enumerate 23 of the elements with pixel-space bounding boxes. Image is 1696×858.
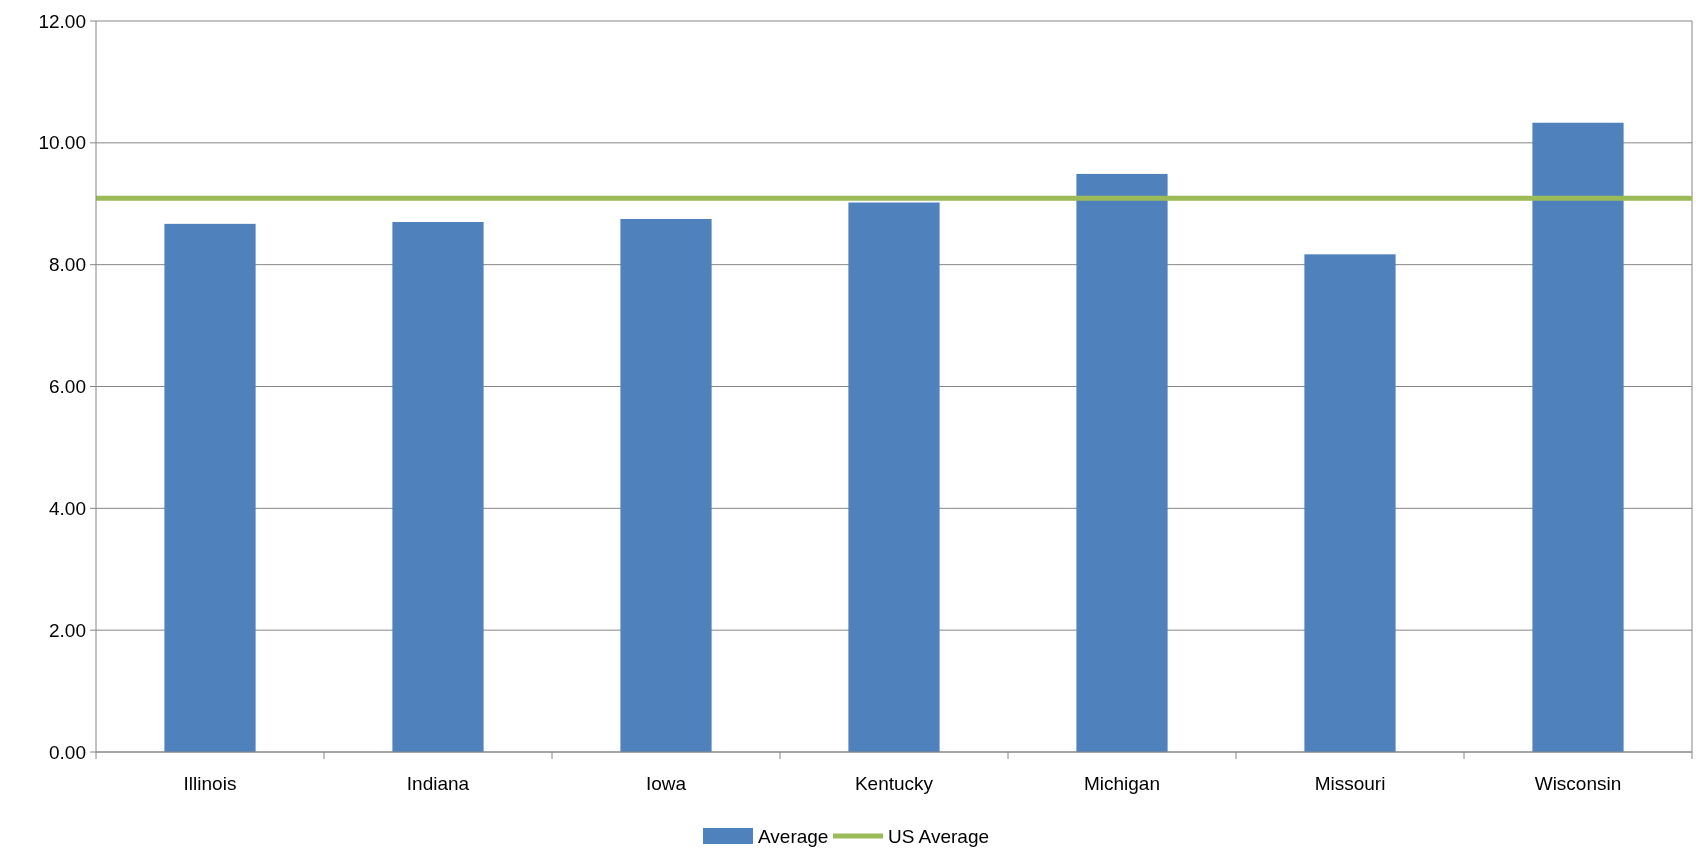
legend-label: Average: [758, 825, 829, 847]
x-tick-label: Indiana: [406, 773, 470, 794]
x-tick-label: Iowa: [645, 773, 687, 794]
x-tick-label: Illinois: [183, 773, 237, 794]
bar: [392, 222, 484, 752]
bar: [164, 223, 256, 752]
y-tick-label: 12.00: [38, 10, 86, 32]
legend-label: US Average: [888, 825, 990, 847]
x-tick-label: Wisconsin: [1534, 773, 1622, 794]
y-tick-label: 6.00: [49, 376, 86, 398]
y-tick-label: 4.00: [49, 497, 86, 519]
y-tick-label: 8.00: [49, 254, 86, 276]
y-tick-label: 0.00: [49, 741, 86, 763]
bar: [620, 218, 712, 752]
y-tick-label: 2.00: [49, 619, 86, 641]
y-tick-label: 10.00: [38, 132, 86, 154]
bar: [1304, 254, 1396, 752]
bar: [1532, 122, 1624, 752]
x-tick-label: Kentucky: [854, 773, 934, 794]
bar: [848, 202, 940, 752]
x-tick-label: Michigan: [1083, 773, 1161, 794]
x-tick-label: Missouri: [1314, 773, 1386, 794]
bar: [1076, 173, 1168, 752]
